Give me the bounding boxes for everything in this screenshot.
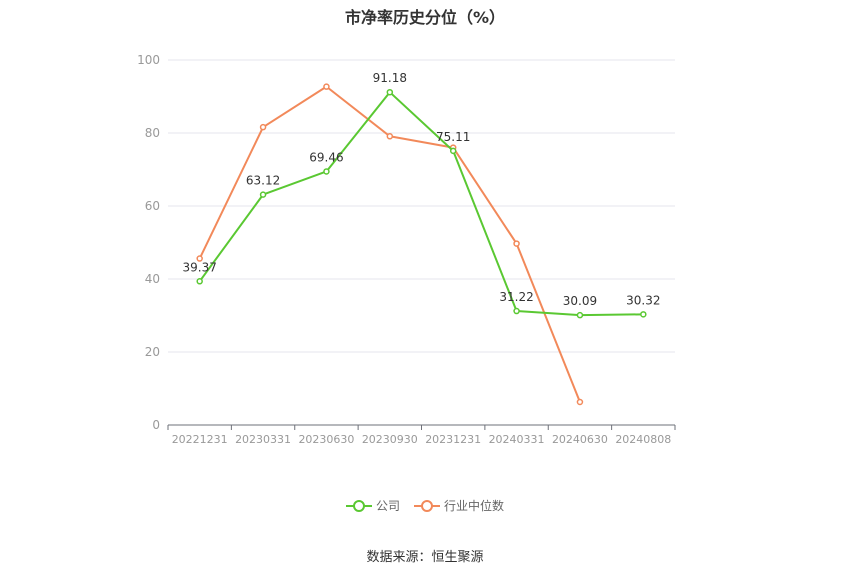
data-point — [196, 255, 203, 262]
data-point — [640, 311, 647, 318]
data-point — [513, 307, 520, 315]
data-point — [576, 398, 584, 406]
data-label: 63.12 — [246, 174, 280, 188]
data-labels: 39.37 63.12 69.46 91.18 75.11 31.22 30.09 30.32 — [183, 71, 661, 308]
data-point — [386, 88, 394, 96]
data-label: 75.11 — [436, 130, 470, 144]
data-label: 30.09 — [563, 294, 597, 308]
data-point — [513, 240, 520, 247]
series-line — [198, 91, 644, 317]
x-tick-label: 20230630 — [298, 433, 354, 446]
x-tick-label: 20221231 — [172, 433, 228, 446]
legend: 公司 行业中位数 — [0, 497, 850, 514]
data-point — [386, 133, 394, 140]
series-layer — [196, 83, 647, 406]
source-note: 数据来源：恒生聚源 — [366, 550, 484, 565]
data-label: 39.37 — [183, 260, 217, 274]
data-point — [576, 311, 584, 319]
data-point — [449, 147, 457, 155]
y-axis: 0 20 40 60 80 100 — [137, 53, 160, 432]
legend-swatch — [414, 499, 440, 512]
y-tick-label: 80 — [145, 126, 160, 140]
x-tick-label: 20240808 — [615, 433, 671, 446]
legend-label: 行业中位数 — [444, 499, 505, 513]
data-label: 69.46 — [309, 150, 343, 164]
data-point — [323, 168, 330, 175]
x-tick-label: 20240630 — [552, 433, 608, 446]
data-label: 31.22 — [499, 290, 533, 304]
legend-item[interactable]: 行业中位数 — [414, 497, 504, 514]
y-tick-label: 0 — [152, 418, 160, 432]
data-label: 30.32 — [626, 293, 660, 307]
x-tick-label: 20230331 — [235, 433, 291, 446]
legend-swatch — [345, 499, 372, 512]
legend-label: 公司 — [375, 499, 400, 513]
y-tick-label: 40 — [145, 272, 160, 286]
x-tick-label: 20230930 — [362, 433, 418, 446]
data-label: 91.18 — [373, 71, 407, 85]
y-tick-label: 100 — [137, 53, 160, 67]
x-axis: 20221231 20230331 20230630 20230930 20231231… — [167, 424, 676, 446]
data-point — [323, 83, 330, 90]
data-point — [196, 278, 203, 285]
data-point — [259, 191, 267, 198]
data-point — [259, 123, 267, 131]
legend-item[interactable]: 公司 — [345, 497, 400, 514]
x-tick-label: 20231231 — [425, 433, 481, 446]
y-tick-label: 60 — [145, 199, 160, 213]
y-tick-label: 20 — [145, 345, 160, 359]
gridlines — [168, 59, 675, 353]
x-tick-label: 20240331 — [489, 433, 545, 446]
chart-title: 市净率历史分位（%） — [344, 8, 506, 27]
